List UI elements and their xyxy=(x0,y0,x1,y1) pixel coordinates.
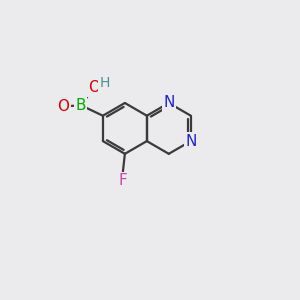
Text: N: N xyxy=(185,134,196,148)
Text: H: H xyxy=(100,76,110,90)
Text: O: O xyxy=(88,80,100,95)
Text: O: O xyxy=(58,99,70,114)
Text: F: F xyxy=(118,173,127,188)
Text: N: N xyxy=(163,95,175,110)
Text: B: B xyxy=(76,98,86,113)
